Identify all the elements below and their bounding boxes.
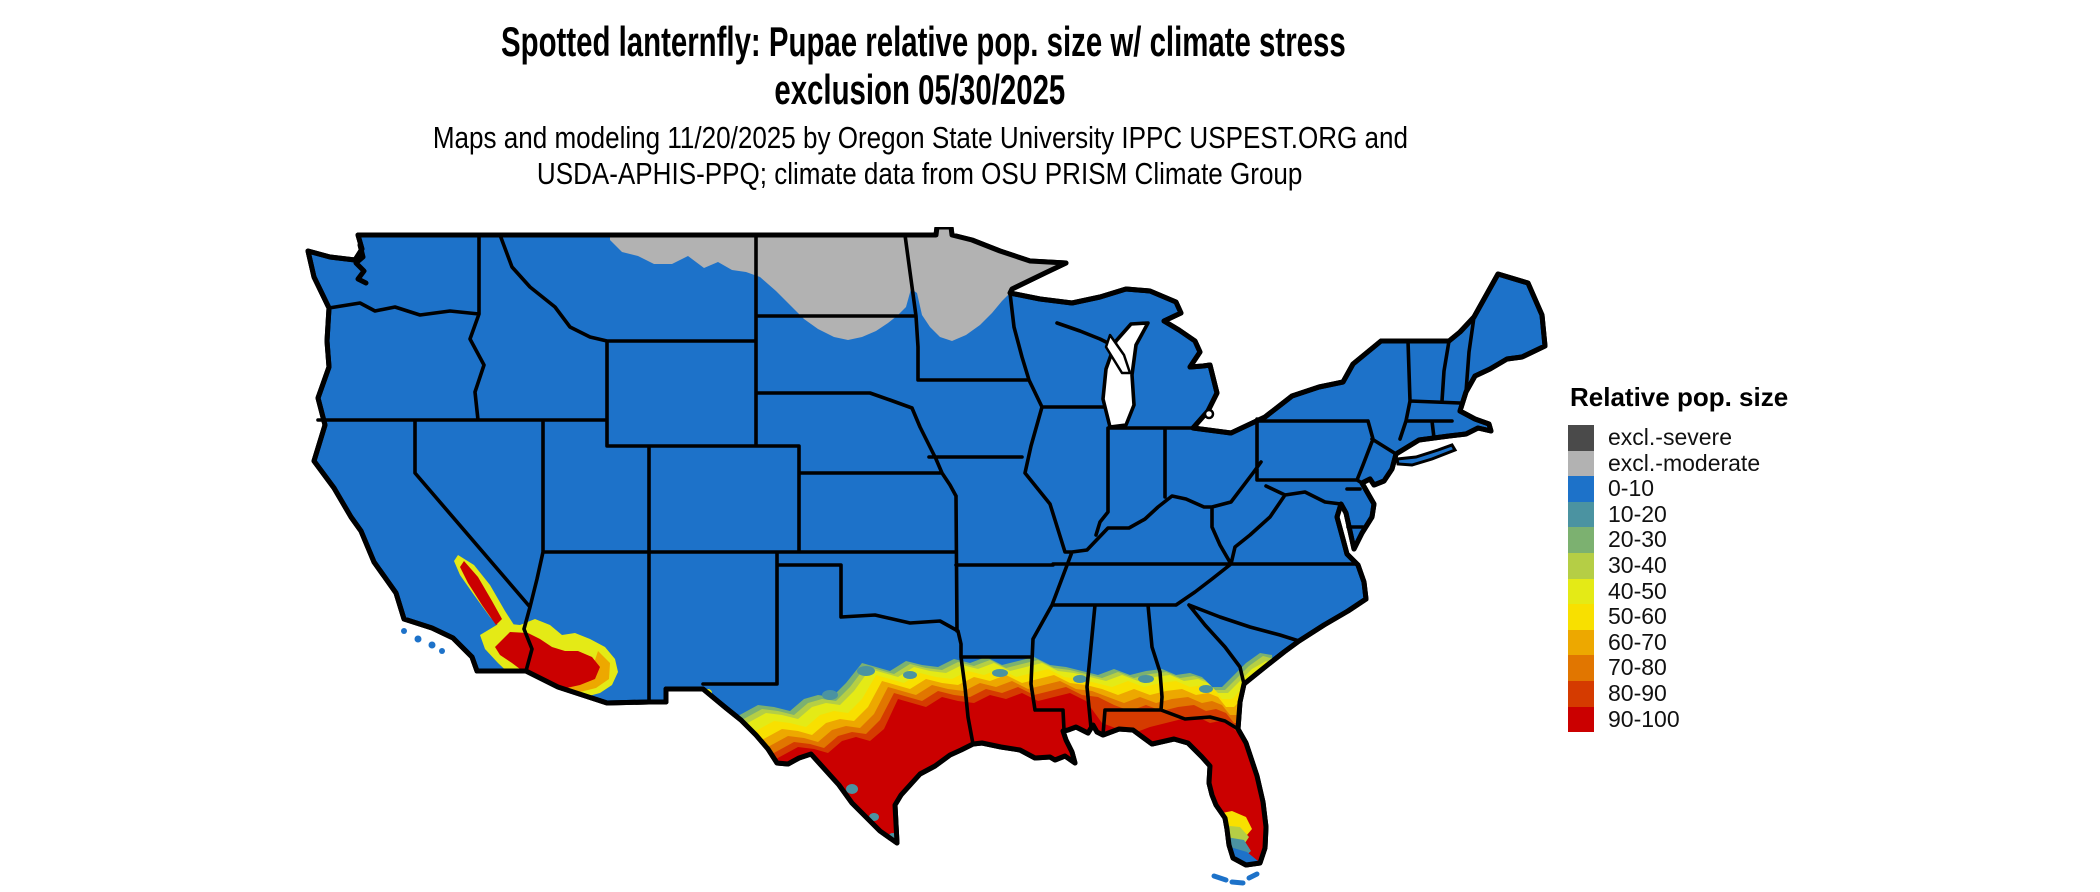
legend-swatch-excl-severe xyxy=(1568,425,1594,451)
legend-label: 90-100 xyxy=(1608,705,1680,732)
legend-item: 0-10 xyxy=(1568,476,1868,502)
legend-item: excl.-severe xyxy=(1568,424,1868,451)
us-map xyxy=(300,227,1560,887)
legend-swatch-90-100 xyxy=(1568,706,1594,733)
sw-core-90-100 xyxy=(495,632,600,689)
legend-item: 30-40 xyxy=(1568,551,1868,579)
legend-item: 60-70 xyxy=(1568,628,1868,656)
legend-item: 70-80 xyxy=(1568,655,1868,681)
legend-swatch-30-40 xyxy=(1568,552,1594,579)
florida-tip-0-10 xyxy=(1228,847,1258,865)
legend-label: 10-20 xyxy=(1608,500,1667,527)
legend-item: 90-100 xyxy=(1568,705,1868,733)
legend-swatch-50-60 xyxy=(1568,604,1594,630)
legend-swatch-70-80 xyxy=(1568,655,1594,681)
legend-label: excl.-moderate xyxy=(1608,449,1761,476)
long-island xyxy=(1395,443,1458,467)
legend-label: 40-50 xyxy=(1608,577,1667,604)
puget-sound xyxy=(353,242,369,286)
legend-swatch-20-30 xyxy=(1568,527,1594,553)
map-subtitle-line2: USDA-APHIS-PPQ; climate data from OSU PR… xyxy=(537,156,1303,191)
legend-label: 70-80 xyxy=(1608,654,1667,681)
conus-outline xyxy=(305,227,1548,868)
legend-title: Relative pop. size xyxy=(1570,382,1789,412)
legend-item: 80-90 xyxy=(1568,679,1868,707)
legend-item: 10-20 xyxy=(1568,500,1868,528)
florida-keys xyxy=(1211,871,1260,886)
legend-item: 50-60 xyxy=(1568,604,1868,630)
legend-label: 30-40 xyxy=(1608,551,1667,578)
lake-st-clair xyxy=(1203,408,1215,420)
legend-swatch-60-70 xyxy=(1568,629,1594,656)
map-title-line2: exclusion 05/30/2025 xyxy=(774,66,1066,113)
legend-label: 0-10 xyxy=(1608,475,1655,502)
us-map-svg xyxy=(305,227,1548,886)
title-block: Spotted lanternfly: Pupae relative pop. … xyxy=(320,18,1520,114)
legend-swatch-10-20 xyxy=(1568,501,1594,528)
green-bay xyxy=(1104,333,1132,375)
legend-label: 80-90 xyxy=(1608,679,1667,706)
legend: Relative pop. size excl.-severe excl.-mo… xyxy=(1568,382,1868,733)
legend-label: 60-70 xyxy=(1608,628,1667,655)
channel-islands xyxy=(401,628,445,654)
legend-swatch-0-10 xyxy=(1568,476,1594,502)
legend-label: 50-60 xyxy=(1608,603,1667,630)
legend-swatch-excl-moderate xyxy=(1568,450,1594,477)
legend-label: 20-30 xyxy=(1608,526,1667,553)
excl-moderate-region xyxy=(610,227,1066,341)
legend-swatch-80-90 xyxy=(1568,680,1594,707)
legend-item: excl.-moderate xyxy=(1568,449,1868,477)
subtitle-block: Maps and modeling 11/20/2025 by Oregon S… xyxy=(320,120,1520,192)
legend-item: 40-50 xyxy=(1568,577,1868,605)
legend-label: excl.-severe xyxy=(1608,424,1732,450)
legend-item: 20-30 xyxy=(1568,527,1868,553)
state-borders xyxy=(316,233,1476,746)
deathvalley-core-90-100 xyxy=(460,561,502,625)
map-title-line1: Spotted lanternfly: Pupae relative pop. … xyxy=(501,18,1346,65)
map-subtitle-line1: Maps and modeling 11/20/2025 by Oregon S… xyxy=(432,120,1408,155)
legend-swatch-40-50 xyxy=(1568,578,1594,605)
